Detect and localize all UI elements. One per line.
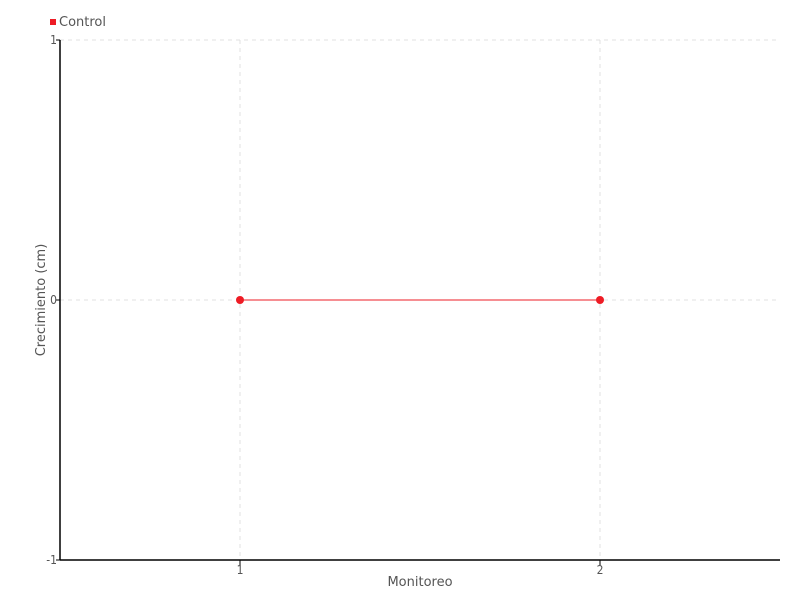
legend-swatch [50,19,56,25]
y-tick-label: -1 [46,553,57,567]
y-tick-label: 0 [50,293,57,307]
series [236,296,604,304]
legend-label: Control [59,15,106,30]
data-point [236,296,244,304]
x-tick-label: 2 [597,563,604,577]
y-tick-label: 1 [50,33,57,47]
y-axis-label: Crecimiento (cm) [34,244,49,357]
y-ticks: 1 0 -1 [46,33,60,567]
x-tick-label: 1 [237,563,244,577]
legend[interactable]: Control [50,15,106,30]
data-point [596,296,604,304]
x-axis-label: Monitoreo [387,575,452,590]
